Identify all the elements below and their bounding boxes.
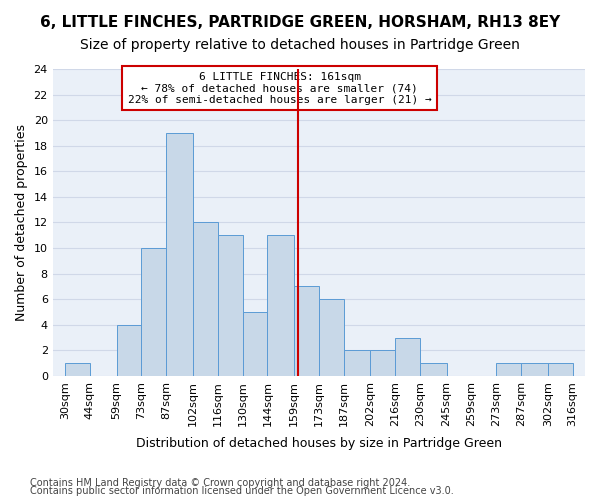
Bar xyxy=(218,235,242,376)
Y-axis label: Number of detached properties: Number of detached properties xyxy=(15,124,28,321)
Bar xyxy=(420,363,446,376)
Bar xyxy=(548,363,572,376)
Bar xyxy=(268,235,294,376)
Bar xyxy=(193,222,218,376)
Text: Contains HM Land Registry data © Crown copyright and database right 2024.: Contains HM Land Registry data © Crown c… xyxy=(30,478,410,488)
Text: 6, LITTLE FINCHES, PARTRIDGE GREEN, HORSHAM, RH13 8EY: 6, LITTLE FINCHES, PARTRIDGE GREEN, HORS… xyxy=(40,15,560,30)
Bar xyxy=(344,350,370,376)
Bar xyxy=(319,299,344,376)
Bar xyxy=(65,363,90,376)
Bar xyxy=(521,363,548,376)
Bar xyxy=(370,350,395,376)
Text: Contains public sector information licensed under the Open Government Licence v3: Contains public sector information licen… xyxy=(30,486,454,496)
Bar xyxy=(294,286,319,376)
X-axis label: Distribution of detached houses by size in Partridge Green: Distribution of detached houses by size … xyxy=(136,437,502,450)
Bar xyxy=(242,312,268,376)
Bar xyxy=(395,338,420,376)
Text: 6 LITTLE FINCHES: 161sqm
← 78% of detached houses are smaller (74)
22% of semi-d: 6 LITTLE FINCHES: 161sqm ← 78% of detach… xyxy=(128,72,431,105)
Bar xyxy=(116,325,142,376)
Bar xyxy=(496,363,521,376)
Text: Size of property relative to detached houses in Partridge Green: Size of property relative to detached ho… xyxy=(80,38,520,52)
Bar xyxy=(166,133,193,376)
Bar xyxy=(142,248,166,376)
